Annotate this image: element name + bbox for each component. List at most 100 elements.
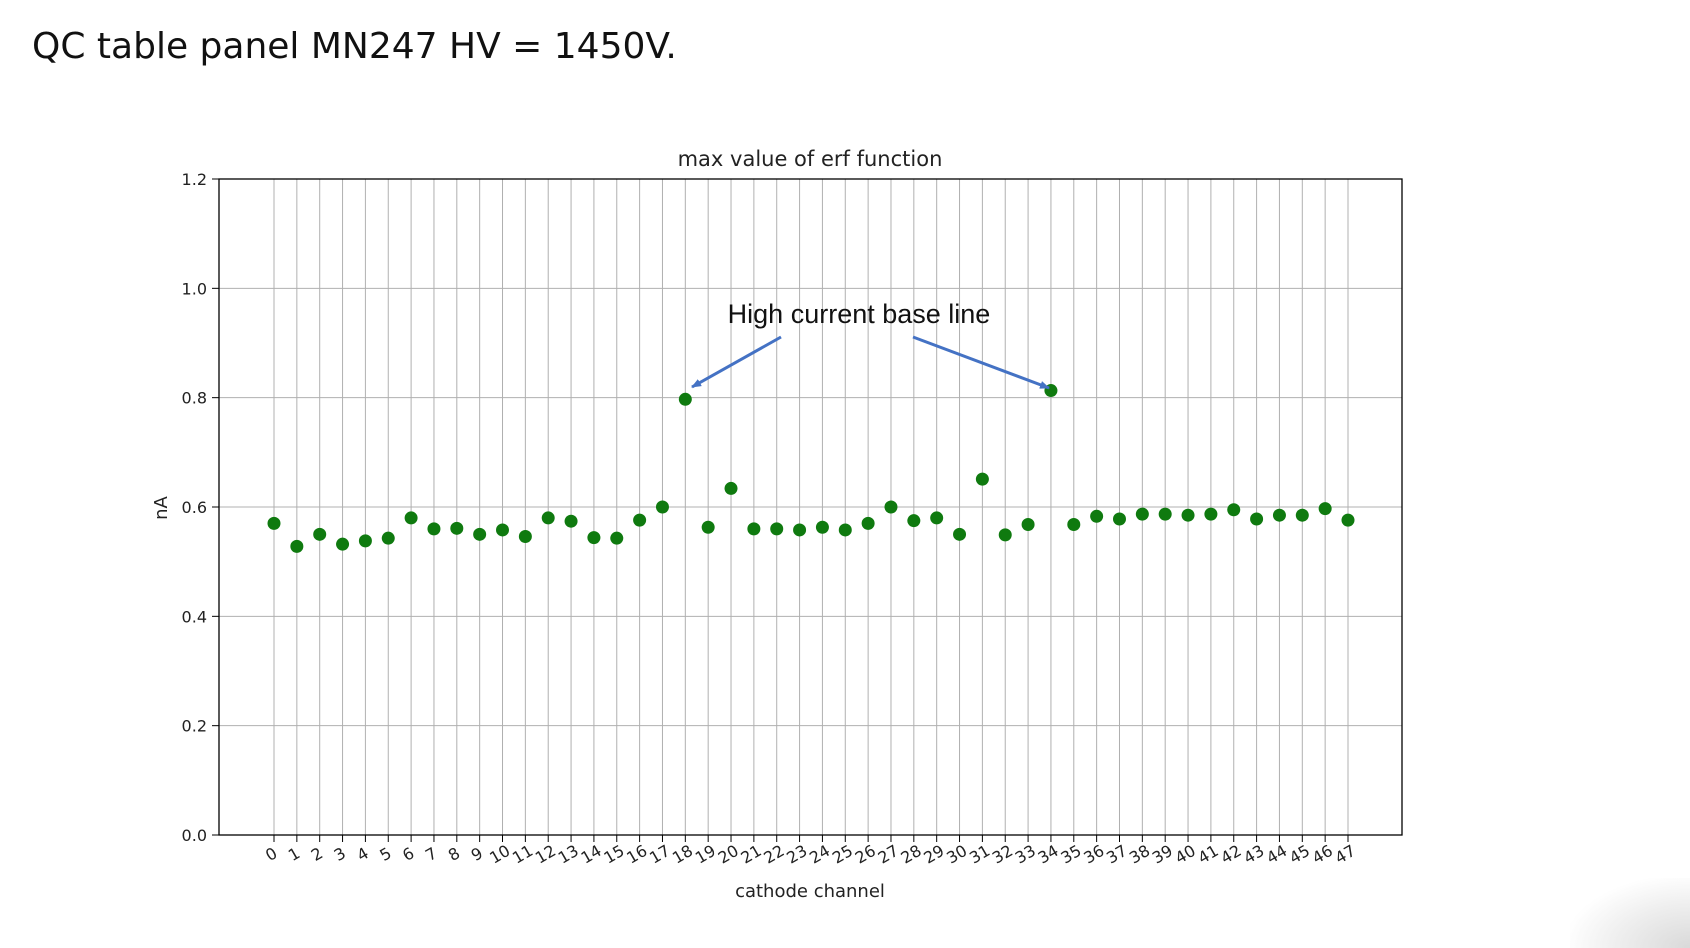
x-tick-label: 2 xyxy=(308,843,326,865)
y-axis-ticks: 0.0 0.2 0.4 0.6 0.8 1.0 1.2 xyxy=(182,170,219,845)
data-point xyxy=(1227,503,1241,517)
x-tick-label: 4 xyxy=(353,843,371,865)
x-tick-label: 32 xyxy=(989,841,1016,868)
data-point xyxy=(1272,508,1286,522)
y-axis-label: nA xyxy=(151,495,172,519)
x-tick-label: 17 xyxy=(646,841,673,868)
x-tick-label: 18 xyxy=(669,841,696,868)
data-point xyxy=(655,500,669,514)
data-point xyxy=(1341,513,1355,527)
x-tick-label: 34 xyxy=(1035,841,1062,868)
y-tick-label: 0.2 xyxy=(182,717,207,736)
data-point xyxy=(1067,517,1081,531)
x-tick-label: 5 xyxy=(376,843,394,865)
data-point xyxy=(1204,507,1218,521)
data-points xyxy=(267,384,1355,553)
chart-title: max value of erf function xyxy=(678,147,943,171)
x-tick-label: 8 xyxy=(445,843,463,865)
x-tick-label: 1 xyxy=(285,843,303,865)
data-point xyxy=(290,539,304,553)
data-point xyxy=(404,511,418,525)
x-tick-label: 41 xyxy=(1195,841,1222,868)
x-tick-label: 39 xyxy=(1149,841,1176,868)
data-point xyxy=(358,534,372,548)
x-tick-label: 21 xyxy=(738,841,765,868)
data-point xyxy=(1021,517,1035,531)
data-point xyxy=(473,527,487,541)
data-point xyxy=(1090,509,1104,523)
x-tick-label: 36 xyxy=(1080,841,1107,868)
x-tick-label: 11 xyxy=(509,841,536,868)
data-point xyxy=(336,537,350,551)
x-tick-label: 37 xyxy=(1103,841,1130,868)
x-axis-ticks: 0 1 2 3 4 5 6 7 8 9 101112131415161718192021222324… xyxy=(262,835,1359,868)
x-tick-label: 0 xyxy=(262,843,280,865)
x-tick-label: 38 xyxy=(1126,841,1153,868)
data-point xyxy=(564,514,578,528)
x-tick-label: 13 xyxy=(555,841,582,868)
x-tick-label: 19 xyxy=(692,841,719,868)
annotation-arrow-left xyxy=(691,335,782,389)
x-tick-label: 14 xyxy=(578,841,605,868)
y-tick-label: 0.6 xyxy=(182,498,207,517)
x-tick-label: 30 xyxy=(943,841,970,868)
x-tick-label: 42 xyxy=(1217,841,1244,868)
x-tick-label: 7 xyxy=(422,843,440,865)
data-point xyxy=(678,392,692,406)
annotation-arrow-right xyxy=(912,335,1050,390)
x-axis-label: cathode channel xyxy=(735,881,885,902)
data-point xyxy=(496,523,510,537)
data-point xyxy=(884,500,898,514)
data-point xyxy=(815,520,829,534)
data-point xyxy=(1112,512,1126,526)
x-tick-label: 9 xyxy=(468,843,486,865)
data-point xyxy=(587,531,601,545)
x-tick-label: 45 xyxy=(1286,841,1313,868)
x-tick-label: 24 xyxy=(806,841,833,868)
x-tick-label: 27 xyxy=(875,841,902,868)
slide-title: QC table panel MN247 HV = 1450V. xyxy=(32,26,677,67)
data-point xyxy=(861,516,875,530)
y-tick-label: 1.0 xyxy=(182,279,207,298)
y-tick-label: 0.4 xyxy=(182,607,207,626)
data-point xyxy=(313,527,327,541)
data-point xyxy=(724,481,738,495)
data-point xyxy=(793,523,807,537)
y-tick-label: 0.8 xyxy=(182,389,207,408)
x-tick-label: 26 xyxy=(852,841,879,868)
corner-shadow xyxy=(1570,878,1690,948)
x-tick-label: 43 xyxy=(1240,841,1267,868)
data-point xyxy=(930,511,944,525)
data-point xyxy=(838,523,852,537)
x-tick-label: 23 xyxy=(783,841,810,868)
data-point xyxy=(1318,502,1332,516)
x-tick-label: 47 xyxy=(1332,841,1359,868)
data-point xyxy=(953,527,967,541)
x-tick-label: 29 xyxy=(920,841,947,868)
grid-lines xyxy=(219,178,1402,836)
x-tick-label: 25 xyxy=(829,841,856,868)
x-tick-label: 40 xyxy=(1172,841,1199,868)
x-tick-label: 12 xyxy=(532,841,559,868)
data-point xyxy=(450,521,464,535)
x-tick-label: 15 xyxy=(600,841,627,868)
x-tick-label: 44 xyxy=(1263,841,1290,868)
x-tick-label: 33 xyxy=(1012,841,1039,868)
y-tick-label: 1.2 xyxy=(182,170,207,189)
data-point xyxy=(1250,512,1264,526)
data-point xyxy=(267,516,281,530)
data-point xyxy=(518,530,532,544)
data-point xyxy=(381,531,395,545)
x-tick-label: 28 xyxy=(898,841,925,868)
data-point xyxy=(1181,508,1195,522)
x-tick-label: 10 xyxy=(486,841,513,868)
data-point xyxy=(1135,507,1149,521)
data-point xyxy=(1295,508,1309,522)
x-tick-label: 20 xyxy=(715,841,742,868)
x-tick-label: 31 xyxy=(966,841,993,868)
x-tick-label: 16 xyxy=(623,841,650,868)
annotation-text: High current base line xyxy=(728,299,991,329)
y-tick-label: 0.0 xyxy=(182,826,207,845)
data-point xyxy=(907,514,921,528)
